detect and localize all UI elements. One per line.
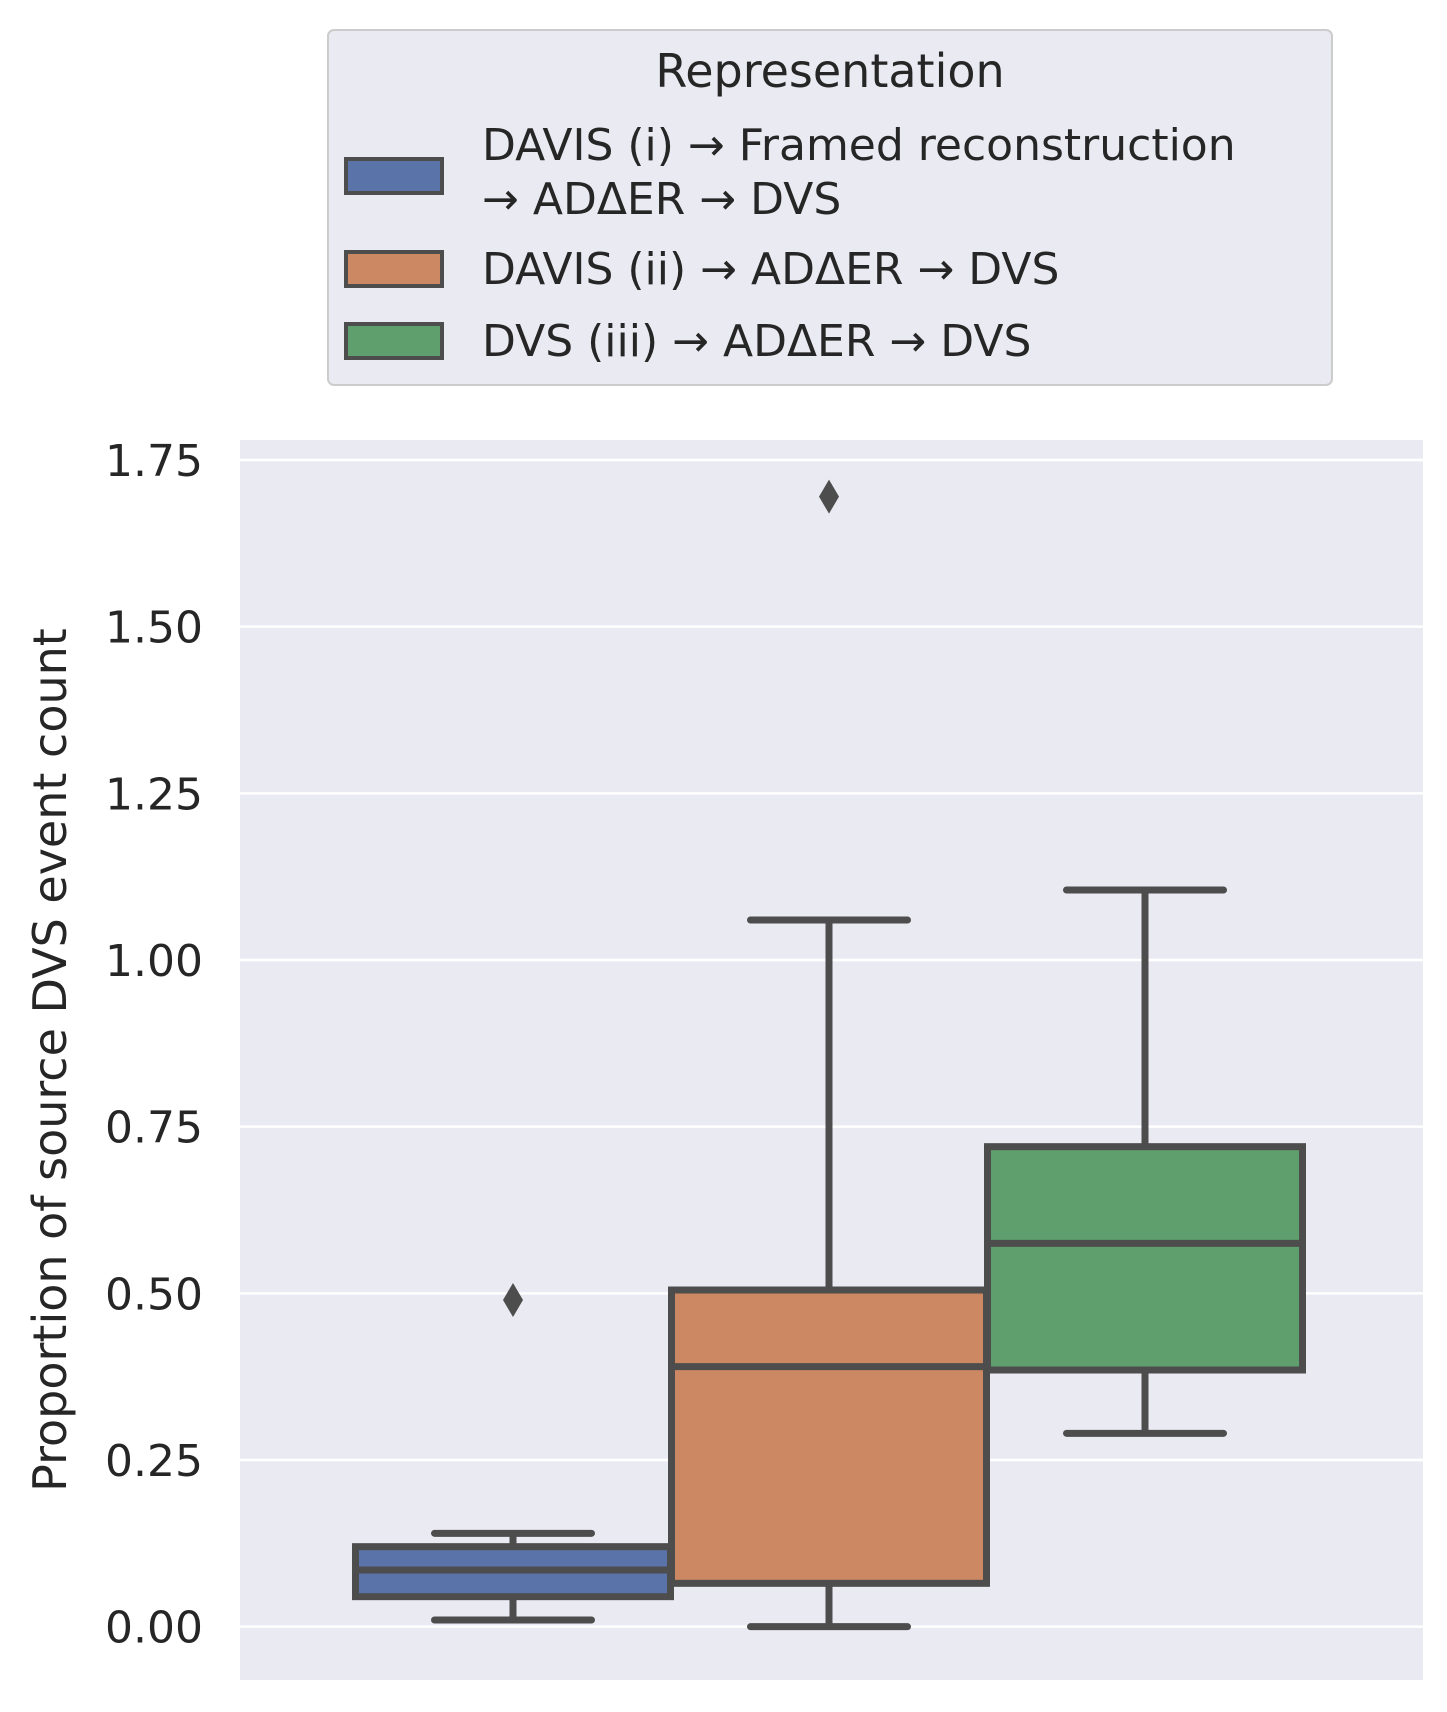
y-axis-ticks: 0.00 0.25 0.50 0.75 1.00 1.25 1.50 1.75 xyxy=(105,436,203,1654)
iqr-box xyxy=(984,1143,1306,1374)
boxes xyxy=(352,479,1306,1631)
legend-label-2: DAVIS (ii) → ADΔER → DVS xyxy=(482,244,1059,295)
y-tick-label: 1.00 xyxy=(105,936,203,987)
y-tick-label: 1.25 xyxy=(105,769,203,820)
y-tick-label: 0.25 xyxy=(105,1436,203,1487)
y-axis-label: Proportion of source DVS event count xyxy=(23,628,77,1492)
y-tick-label: 0.75 xyxy=(105,1103,203,1154)
legend-swatch-3 xyxy=(344,322,444,360)
y-tick-label: 1.50 xyxy=(105,603,203,654)
y-tick-label: 1.75 xyxy=(105,436,203,487)
box-group-3 xyxy=(984,886,1306,1437)
legend-swatch-1 xyxy=(344,157,444,195)
legend-label-1-line2: → ADΔER → DVS xyxy=(482,174,841,225)
legend-title: Representation xyxy=(655,44,1004,98)
y-tick-label: 0.50 xyxy=(105,1269,203,1320)
outlier-marker xyxy=(819,479,839,514)
box-group-2 xyxy=(668,479,990,1631)
iqr-box xyxy=(668,1286,990,1587)
legend-label-3: DVS (iii) → ADΔER → DVS xyxy=(482,316,1031,367)
outlier-marker xyxy=(503,1283,523,1317)
legend-swatch-2 xyxy=(344,250,444,288)
y-tick-label: 0.00 xyxy=(105,1603,203,1654)
legend-label-1-line1: DAVIS (i) → Framed reconstruction xyxy=(482,120,1236,171)
legend-frame xyxy=(327,29,1333,386)
